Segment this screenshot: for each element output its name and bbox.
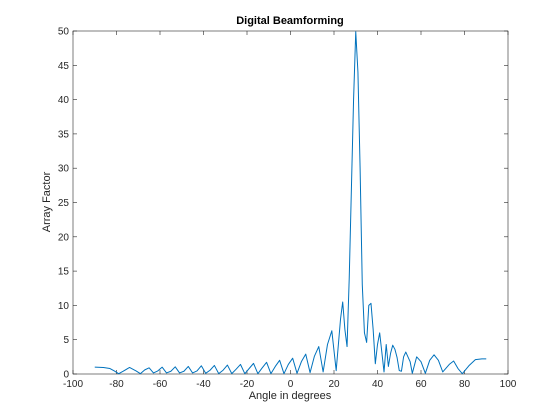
y-tick-label: 5 <box>63 335 69 346</box>
series-layer <box>94 31 487 375</box>
x-tick-label: -20 <box>240 379 255 390</box>
y-tick-label: 0 <box>63 370 69 381</box>
y-tick-label: 40 <box>58 95 70 106</box>
x-tick-label: 80 <box>459 379 471 390</box>
y-tick-label: 25 <box>58 198 70 209</box>
x-tick-label: -60 <box>153 379 168 390</box>
y-axis-label: Array Factor <box>41 171 53 232</box>
x-tick-label: 0 <box>288 379 294 390</box>
y-tick-label: 15 <box>58 267 70 278</box>
x-axis-label: Angle in degrees <box>249 390 332 402</box>
x-tick-label: 60 <box>415 379 427 390</box>
x-tick-label: -40 <box>196 379 211 390</box>
y-tick-label: 50 <box>58 27 70 38</box>
y-tick-label: 30 <box>58 164 70 175</box>
y-tick-label: 20 <box>58 232 70 243</box>
y-tick-label: 45 <box>58 61 70 72</box>
plot-area: -100 -80 -60 -40 -20 0 20 40 60 80 100 0 5 10 15 20 25 3… <box>58 27 517 391</box>
axes-box <box>72 30 509 375</box>
y-tick-label: 35 <box>58 129 70 140</box>
x-tick-label: -100 <box>63 379 83 390</box>
y-axis: 0 5 10 15 20 25 30 35 40 45 50 <box>58 27 508 381</box>
x-tick-label: -80 <box>109 379 124 390</box>
chart-title: Digital Beamforming <box>236 15 344 27</box>
x-tick-label: 40 <box>372 379 384 390</box>
x-axis: -100 -80 -60 -40 -20 0 20 40 60 80 100 <box>63 31 517 390</box>
series-line-0 <box>94 31 487 375</box>
x-tick-label: 20 <box>328 379 340 390</box>
x-tick-label: 100 <box>500 379 517 390</box>
y-tick-label: 10 <box>58 301 70 312</box>
